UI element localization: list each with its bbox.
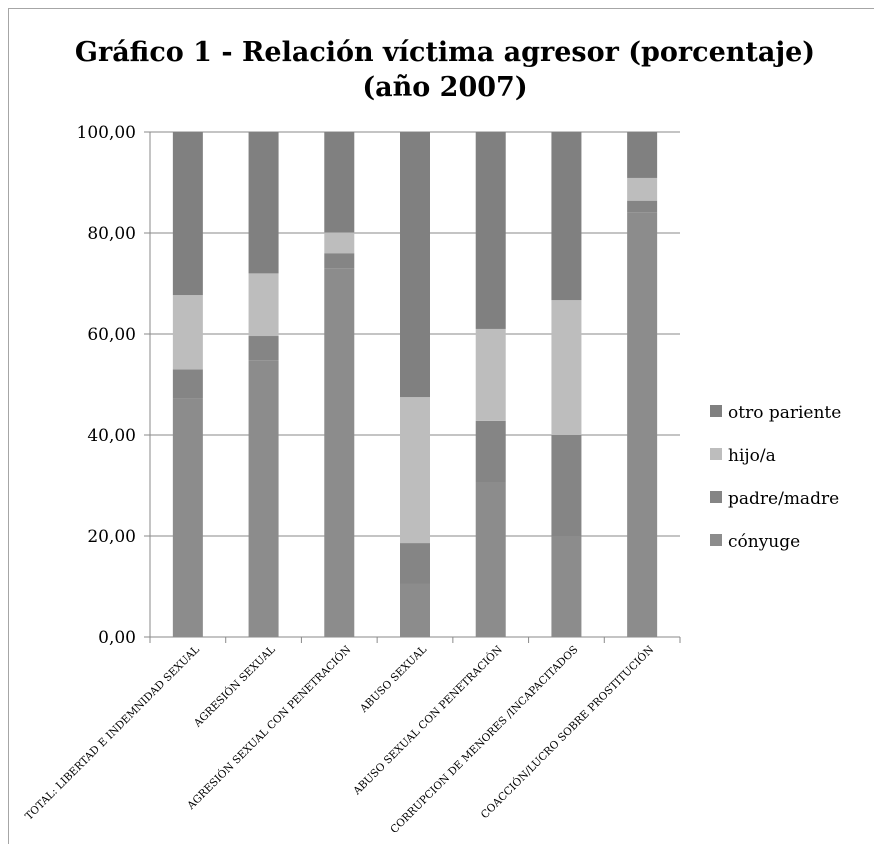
bar-5-hijo/a (551, 300, 582, 435)
bar-4-padre/madre (475, 420, 506, 483)
bar-1-hijo/a (248, 273, 279, 337)
chart-frame (8, 8, 874, 844)
bar-5-otro pariente (551, 132, 582, 301)
bar-3-padre/madre (400, 543, 430, 584)
bars (172, 132, 658, 638)
y-tick-label-1: 20,00 (87, 527, 136, 547)
legend-label-cónyuge: cónyuge (728, 532, 800, 552)
y-tick-label-3: 60,00 (87, 325, 136, 345)
x-tick-label-2: AGRESIÓN SEXUAL CON PENETRACIÓN (183, 642, 353, 812)
legend-swatch-cónyuge (710, 534, 722, 546)
bar-6-hijo/a (627, 177, 658, 201)
bar-6-otro pariente (627, 132, 658, 178)
bar-2-cónyuge (324, 268, 355, 637)
legend-label-otro pariente: otro pariente (728, 403, 841, 423)
x-tick-label-1: AGRESIÓN SEXUAL (190, 642, 278, 730)
bar-6-cónyuge (627, 212, 658, 638)
legend-label-hijo/a: hijo/a (728, 446, 776, 466)
x-tick-label-0: TOTAL: LIBERTAD E INDEMNIDAD SEXUAL (23, 644, 202, 823)
bar-1-padre/madre (248, 336, 279, 361)
bar-1-otro pariente (248, 132, 279, 274)
legend-label-padre/madre: padre/madre (728, 489, 839, 509)
bar-1-cónyuge (248, 360, 279, 637)
bar-6-padre/madre (627, 200, 658, 213)
legend-swatch-otro pariente (710, 405, 722, 417)
bar-4-cónyuge (475, 482, 506, 637)
bar-3-cónyuge (400, 583, 430, 637)
legend-swatch-padre/madre (710, 491, 722, 503)
y-tick-label-4: 80,00 (87, 224, 136, 244)
chart-title-line-1: Gráfico 1 - Relación víctima agresor (po… (75, 37, 815, 68)
bar-2-otro pariente (324, 132, 355, 233)
bar-3-otro pariente (400, 132, 430, 398)
y-tick-labels: 0,00 20,00 40,00 60,00 80,00 100,00 (77, 123, 136, 648)
x-tick-labels: TOTAL: LIBERTAD E INDEMNIDAD SEXUALAGRES… (23, 642, 656, 836)
bar-0-hijo/a (172, 295, 203, 370)
y-tick-label-0: 0,00 (98, 628, 136, 648)
chart-title: Gráfico 1 - Relación víctima agresor (po… (75, 37, 815, 103)
bar-2-padre/madre (324, 253, 355, 269)
x-tick-label-4: ABUSO SEXUAL CON PENETRACIÓN (349, 642, 505, 798)
legend-swatch-hijo/a (710, 448, 722, 460)
y-tick-label-2: 40,00 (87, 426, 136, 446)
x-tick-label-3: ABUSO SEXUAL (357, 644, 429, 716)
y-tick-label-5: 100,00 (77, 123, 136, 143)
bar-0-cónyuge (172, 398, 203, 637)
bar-0-padre/madre (172, 369, 203, 399)
x-tick-label-6: COACCIÓN/LUCRO SOBRE PROSTITUCIÓN (477, 642, 656, 821)
legend: otro pariente hijo/a padre/madre cónyuge (710, 403, 841, 552)
bar-2-hijo/a (324, 232, 355, 254)
bar-0-otro pariente (172, 132, 203, 296)
bar-4-hijo/a (475, 328, 506, 421)
bar-4-otro pariente (475, 132, 506, 329)
bar-3-hijo/a (400, 397, 430, 544)
chart-title-line-2: (año 2007) (362, 72, 527, 103)
bar-5-cónyuge (551, 536, 582, 637)
bar-5-padre/madre (551, 435, 582, 536)
